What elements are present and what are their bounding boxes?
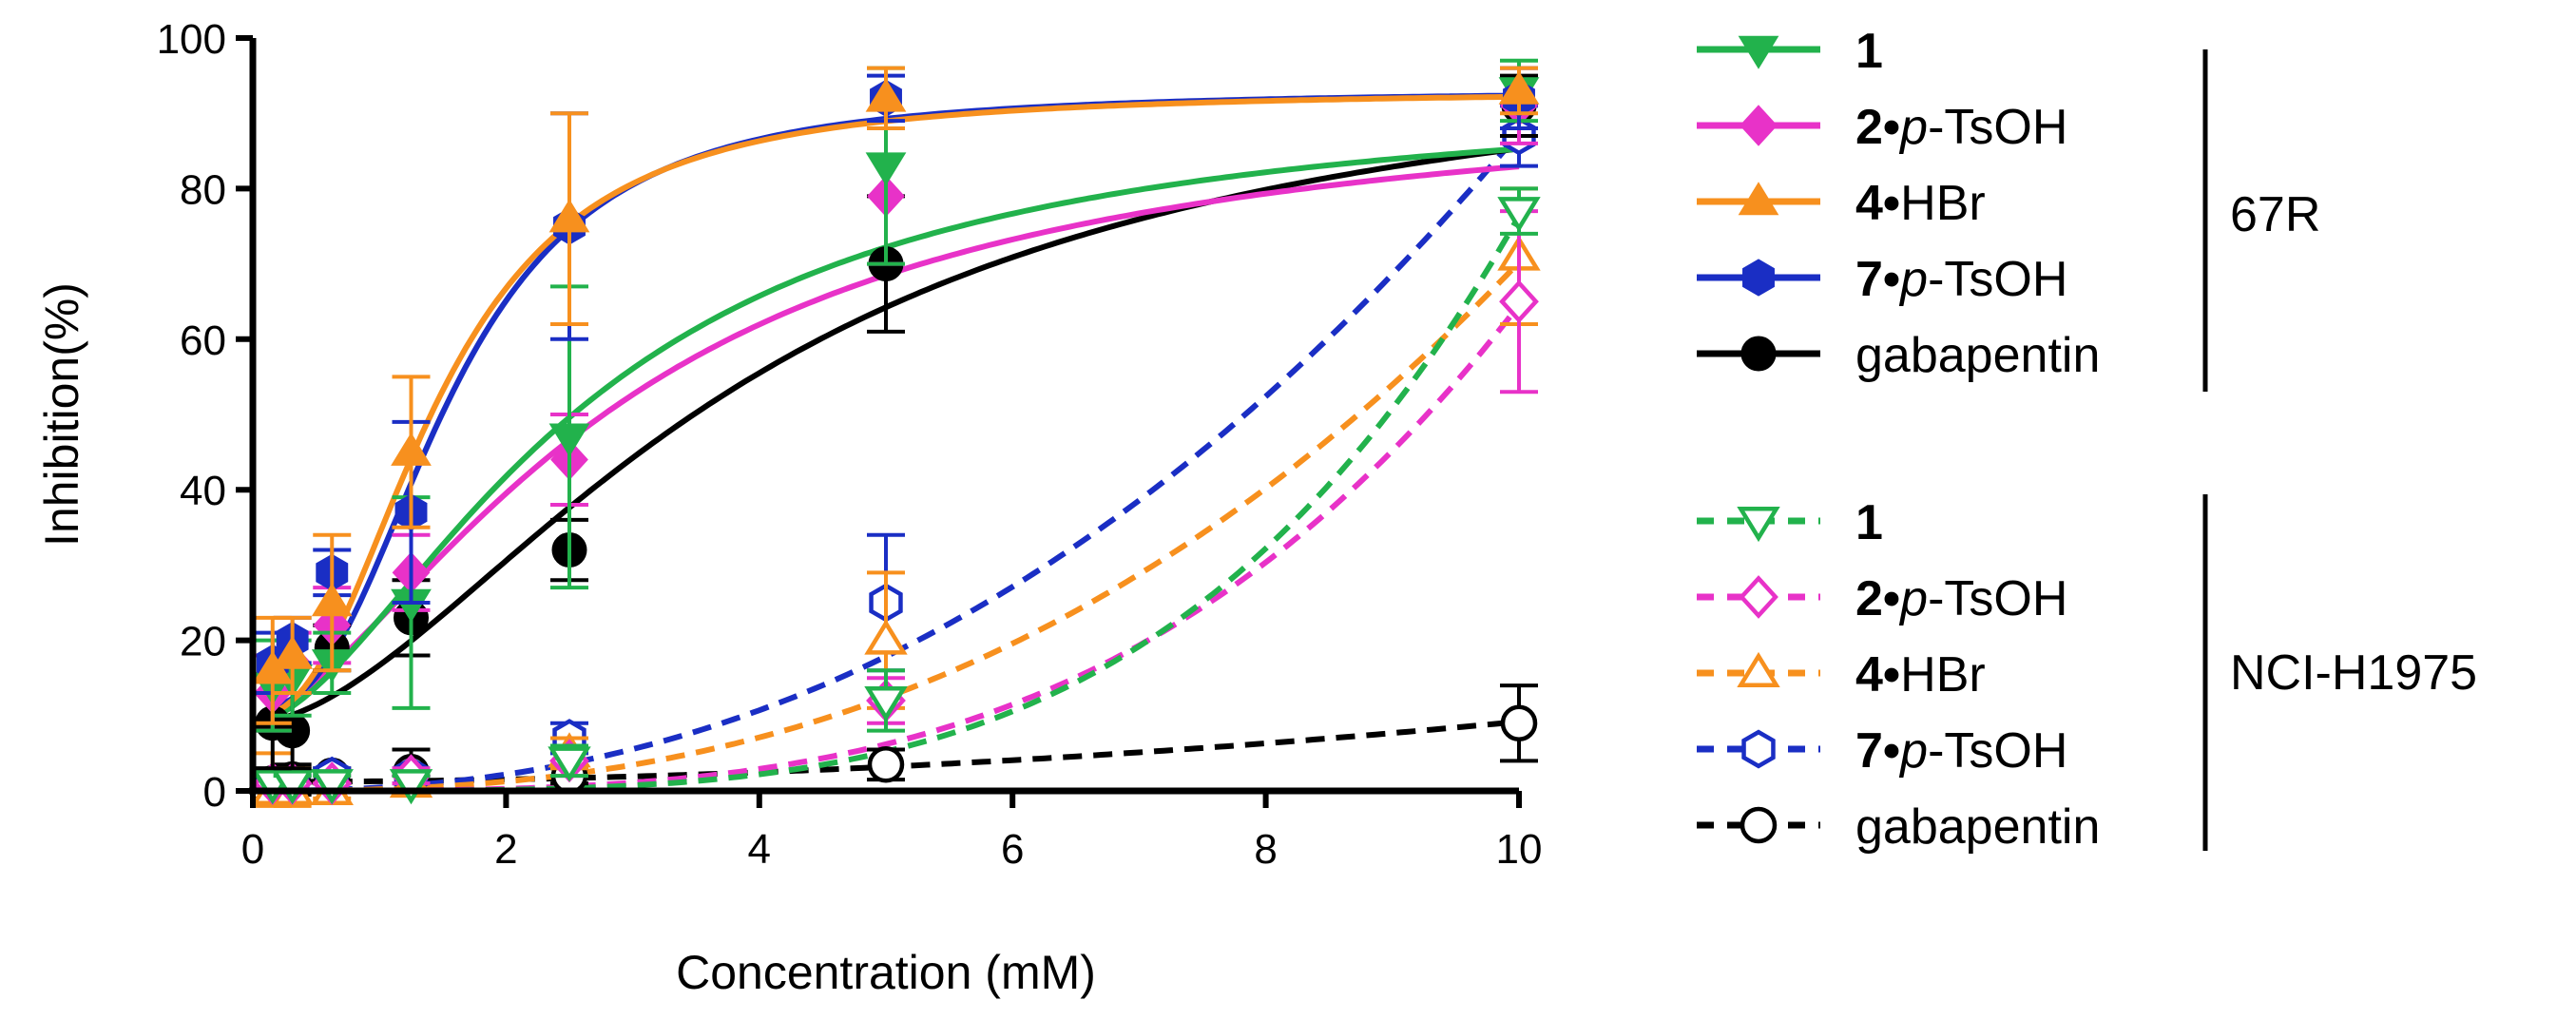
legend-label-italic: p <box>1898 100 1928 155</box>
data-point <box>865 152 907 186</box>
legend-item: 4•HBr <box>1697 176 1986 231</box>
y-axis-label: Inhibition(%) <box>35 282 88 547</box>
legend-label-bold: 4 <box>1855 647 1883 702</box>
legend-marker <box>1740 806 1778 844</box>
legend-label-bold: 7 <box>1855 252 1883 307</box>
legend-label-bold: 1 <box>1855 495 1883 550</box>
legend-label: 4•HBr <box>1855 176 1986 231</box>
y-tick-label: 80 <box>180 166 226 213</box>
legend-label-bullet: • <box>1883 571 1900 626</box>
legend-label-bold: 2 <box>1855 571 1883 626</box>
legend-item: 4•HBr <box>1697 647 1986 702</box>
legend-label-bold: 2 <box>1855 100 1883 155</box>
legend-label-bold: 7 <box>1855 723 1883 779</box>
legend-label: 1 <box>1855 495 1883 550</box>
legend-label-bold: 4 <box>1855 176 1883 231</box>
legend-item: 1 <box>1697 24 1883 79</box>
legend-label-italic: p <box>1898 252 1928 307</box>
legend-item: gabapentin <box>1697 328 2100 383</box>
legend-label-bold: 1 <box>1855 24 1883 79</box>
legend-label: 7•p-TsOH <box>1855 252 2067 307</box>
legend-label-bullet: • <box>1883 176 1900 231</box>
data-point <box>865 78 907 112</box>
data-point <box>391 432 432 466</box>
y-tick-label: 60 <box>180 318 226 364</box>
legend-marker <box>1738 182 1779 216</box>
data-point <box>864 685 908 722</box>
legend-label-text: -TsOH <box>1928 100 2067 155</box>
legend-label-italic: p <box>1898 571 1928 626</box>
legend-item: 7•p-TsOH <box>1697 252 2067 307</box>
fit-curve-67r-0 <box>271 145 1520 721</box>
legend-label-bullet: • <box>1883 252 1900 307</box>
data-point <box>548 423 590 457</box>
y-tick-label: 20 <box>180 619 226 665</box>
legend-item: 2•p-TsOH <box>1697 100 2067 155</box>
legend-label: 4•HBr <box>1855 647 1986 702</box>
data-point <box>311 583 353 617</box>
y-tick-label: 100 <box>157 16 226 63</box>
legend-item: 1 <box>1697 495 1883 550</box>
legend-marker <box>1739 575 1778 619</box>
legend-marker <box>1742 259 1775 297</box>
axes <box>249 38 1519 795</box>
legend-label: 1 <box>1855 24 1883 79</box>
legend-label-bullet: • <box>1883 647 1900 702</box>
legend-marker <box>1740 336 1777 372</box>
legend-item: 7•p-TsOH <box>1697 723 2067 779</box>
data-point <box>1498 70 1540 105</box>
x-tick-label: 10 <box>1496 826 1543 873</box>
x-axis-label: Concentration (mM) <box>676 946 1096 999</box>
y-tick-label: 0 <box>203 769 226 816</box>
data-point <box>1500 704 1538 741</box>
data-point <box>272 635 313 669</box>
legend-label-bullet: • <box>1883 100 1900 155</box>
legend-marker <box>1740 105 1778 146</box>
x-tick-label: 2 <box>494 826 517 873</box>
legend-label-italic: p <box>1898 723 1928 779</box>
y-tick-label: 40 <box>180 468 226 514</box>
fit-curve-67r-4 <box>272 145 1520 724</box>
legend-marker <box>1738 35 1779 69</box>
legend-label-text: HBr <box>1900 647 1986 702</box>
group-label: 67R <box>2230 187 2320 242</box>
fit-curve-nci-h1975-1 <box>272 303 1522 794</box>
data-point <box>1499 279 1539 324</box>
legend-label-text: gabapentin <box>1855 799 2100 855</box>
legend-label: 7•p-TsOH <box>1855 723 2067 779</box>
legend-marker <box>1737 651 1780 687</box>
x-tick-label: 0 <box>241 826 264 873</box>
legend-marker <box>1737 507 1780 543</box>
legend-label: gabapentin <box>1855 328 2100 383</box>
legend-marker <box>1741 729 1776 769</box>
x-tick-label: 4 <box>748 826 771 873</box>
data-point <box>1497 197 1541 233</box>
legend-label: 2•p-TsOH <box>1855 571 2067 626</box>
group-label: NCI-H1975 <box>2230 645 2477 701</box>
legend-label: 2•p-TsOH <box>1855 100 2067 155</box>
legend-label-bullet: • <box>1883 723 1900 779</box>
data-point <box>867 746 905 783</box>
x-tick-label: 6 <box>1001 826 1024 873</box>
x-tick-label: 8 <box>1254 826 1277 873</box>
data-point <box>548 746 591 782</box>
legend: 12•p-TsOH4•HBr7•p-TsOHgabapentin12•p-TsO… <box>1697 24 2477 855</box>
legend-label-text: -TsOH <box>1928 571 2067 626</box>
legend-label: gabapentin <box>1855 799 2100 855</box>
series-67r-2 <box>252 66 1540 725</box>
legend-item: gabapentin <box>1697 799 2100 855</box>
legend-label-text: -TsOH <box>1928 723 2067 779</box>
legend-label-text: -TsOH <box>1928 252 2067 307</box>
data-point <box>864 619 908 655</box>
data-point <box>270 769 315 805</box>
data-point <box>310 769 354 805</box>
data-point <box>389 769 433 805</box>
legend-label-text: HBr <box>1900 176 1986 231</box>
series-nci-h1975-0 <box>251 186 1541 805</box>
data-point <box>548 199 590 233</box>
legend-label-text: gabapentin <box>1855 328 2100 383</box>
legend-item: 2•p-TsOH <box>1697 571 2067 626</box>
